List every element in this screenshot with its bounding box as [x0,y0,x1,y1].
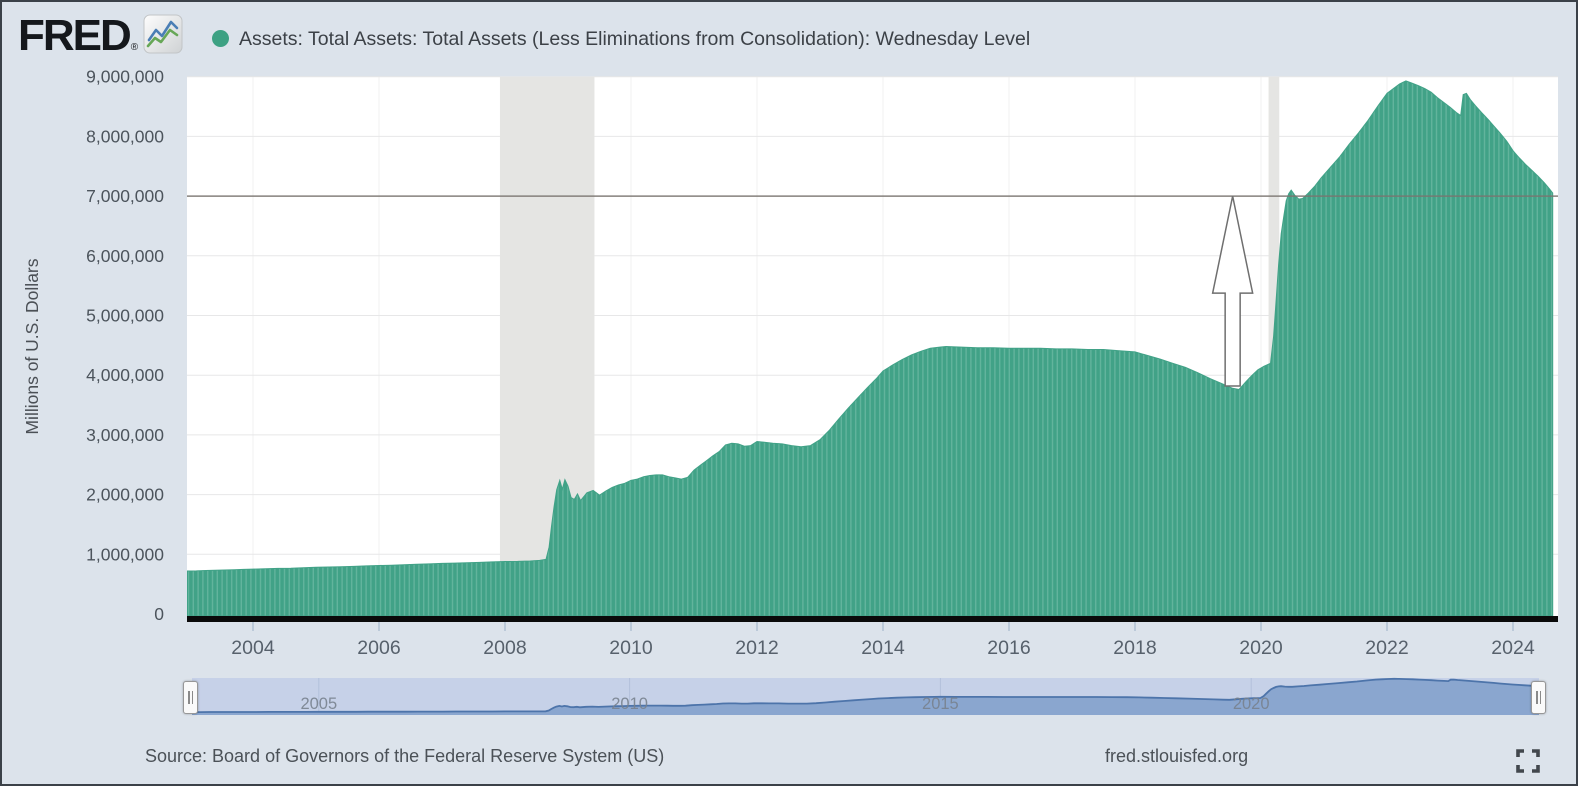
svg-text:2020: 2020 [1233,695,1270,713]
assets-area-series [187,80,1554,617]
svg-text:2015: 2015 [922,695,959,713]
svg-text:2006: 2006 [357,637,400,659]
svg-text:2005: 2005 [300,695,337,713]
slider-series-line [192,677,1540,713]
svg-text:4,000,000: 4,000,000 [86,365,164,385]
y-axis-title: Millions of U.S. Dollars [22,258,42,434]
svg-text:6,000,000: 6,000,000 [86,246,164,266]
svg-text:5,000,000: 5,000,000 [86,306,164,326]
fred-logo[interactable]: FRED ® [18,11,183,60]
svg-text:0: 0 [154,604,164,624]
x-axis-labels: 2004 2006 2008 2010 2012 2014 2016 2018 2020 2022… [231,637,1535,659]
slider-handle-right[interactable] [1531,681,1546,714]
svg-text:2020: 2020 [1239,637,1283,659]
site-link[interactable]: fred.stlouisfed.org [1105,746,1249,766]
svg-text:3,000,000: 3,000,000 [86,425,164,445]
source-attribution: Source: Board of Governors of the Federa… [145,746,665,766]
x-axis-ticks [252,622,1514,631]
svg-text:1,000,000: 1,000,000 [86,544,164,564]
fred-logo-sparkline-icon [143,14,183,54]
fullscreen-icon[interactable] [1516,749,1540,773]
svg-text:2022: 2022 [1365,637,1408,659]
svg-text:2010: 2010 [609,637,653,659]
svg-text:9,000,000: 9,000,000 [86,67,164,87]
registered-trademark: ® [130,42,139,53]
svg-text:2014: 2014 [861,637,905,659]
slider-handle-left[interactable] [183,681,198,714]
y-axis-labels: 0 1,000,000 2,000,000 3,000,000 4,000,000 5,0… [86,67,164,624]
svg-text:2,000,000: 2,000,000 [86,485,164,505]
svg-text:2016: 2016 [987,637,1030,659]
legend-dot-icon [212,30,229,47]
slider-area-series [192,678,1539,715]
x-axis-line [187,616,1558,622]
svg-text:2008: 2008 [483,637,526,659]
svg-text:2004: 2004 [231,637,275,659]
svg-text:8,000,000: 8,000,000 [86,126,164,146]
range-slider-chart[interactable]: 2005 2010 2015 2020 [2,672,1578,722]
svg-text:7,000,000: 7,000,000 [86,186,164,206]
series-title: Assets: Total Assets: Total Assets (Less… [239,28,1031,50]
svg-text:2024: 2024 [1491,637,1535,659]
svg-text:2012: 2012 [735,637,778,659]
svg-text:2018: 2018 [1113,637,1156,659]
slider-year-labels: 2005 2010 2015 2020 [300,695,1269,713]
main-chart[interactable]: 2004 2006 2008 2010 2012 2014 2016 2018 2020 2022… [2,60,1578,672]
annotation-arrow [1211,195,1254,387]
svg-text:2010: 2010 [611,695,648,713]
fred-logo-text: FRED [18,11,132,60]
